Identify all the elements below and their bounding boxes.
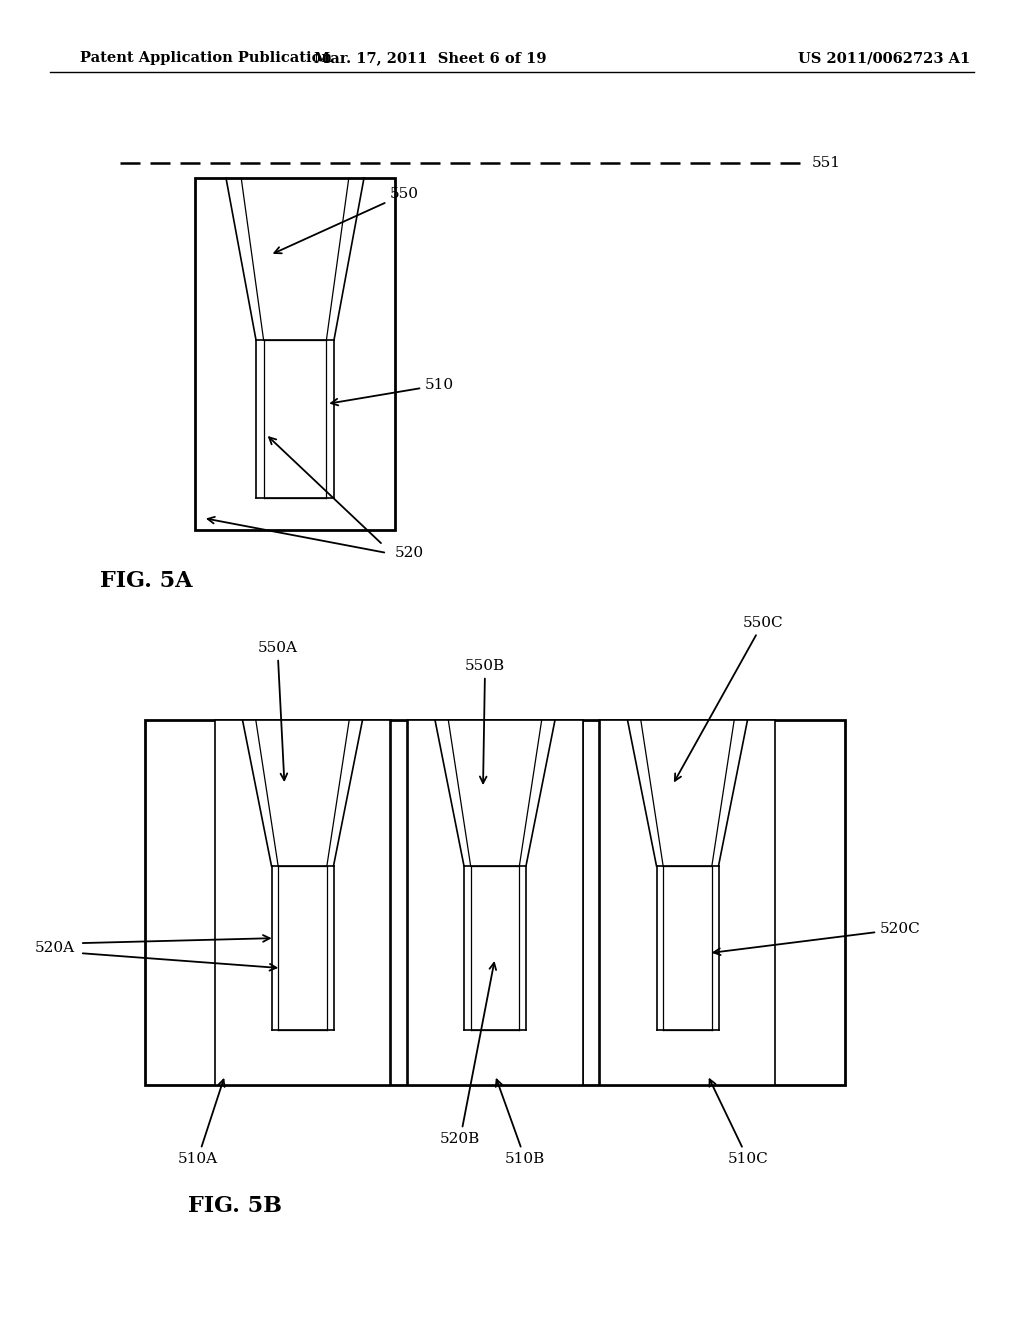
Bar bbox=[145, 719, 845, 1085]
Text: FIG. 5B: FIG. 5B bbox=[188, 1195, 282, 1217]
Bar bbox=[408, 719, 583, 1085]
Text: 510C: 510C bbox=[710, 1080, 768, 1166]
Text: 520: 520 bbox=[395, 546, 424, 560]
Text: 520C: 520C bbox=[714, 923, 921, 954]
Text: Patent Application Publication: Patent Application Publication bbox=[80, 51, 332, 65]
Text: FIG. 5A: FIG. 5A bbox=[100, 570, 193, 591]
Text: 550B: 550B bbox=[465, 659, 505, 783]
Text: 520B: 520B bbox=[440, 962, 496, 1146]
Text: 510B: 510B bbox=[496, 1080, 545, 1166]
Bar bbox=[195, 178, 395, 531]
Text: 550: 550 bbox=[274, 187, 419, 253]
Text: 510: 510 bbox=[331, 378, 454, 405]
Text: 510A: 510A bbox=[177, 1080, 224, 1166]
Bar bbox=[215, 719, 390, 1085]
Text: Mar. 17, 2011  Sheet 6 of 19: Mar. 17, 2011 Sheet 6 of 19 bbox=[313, 51, 546, 65]
Text: 520A: 520A bbox=[35, 941, 75, 956]
Text: 550C: 550C bbox=[675, 616, 783, 781]
Text: 550A: 550A bbox=[257, 642, 298, 780]
Bar bbox=[600, 719, 775, 1085]
Text: US 2011/0062723 A1: US 2011/0062723 A1 bbox=[798, 51, 970, 65]
Text: 551: 551 bbox=[812, 156, 841, 170]
